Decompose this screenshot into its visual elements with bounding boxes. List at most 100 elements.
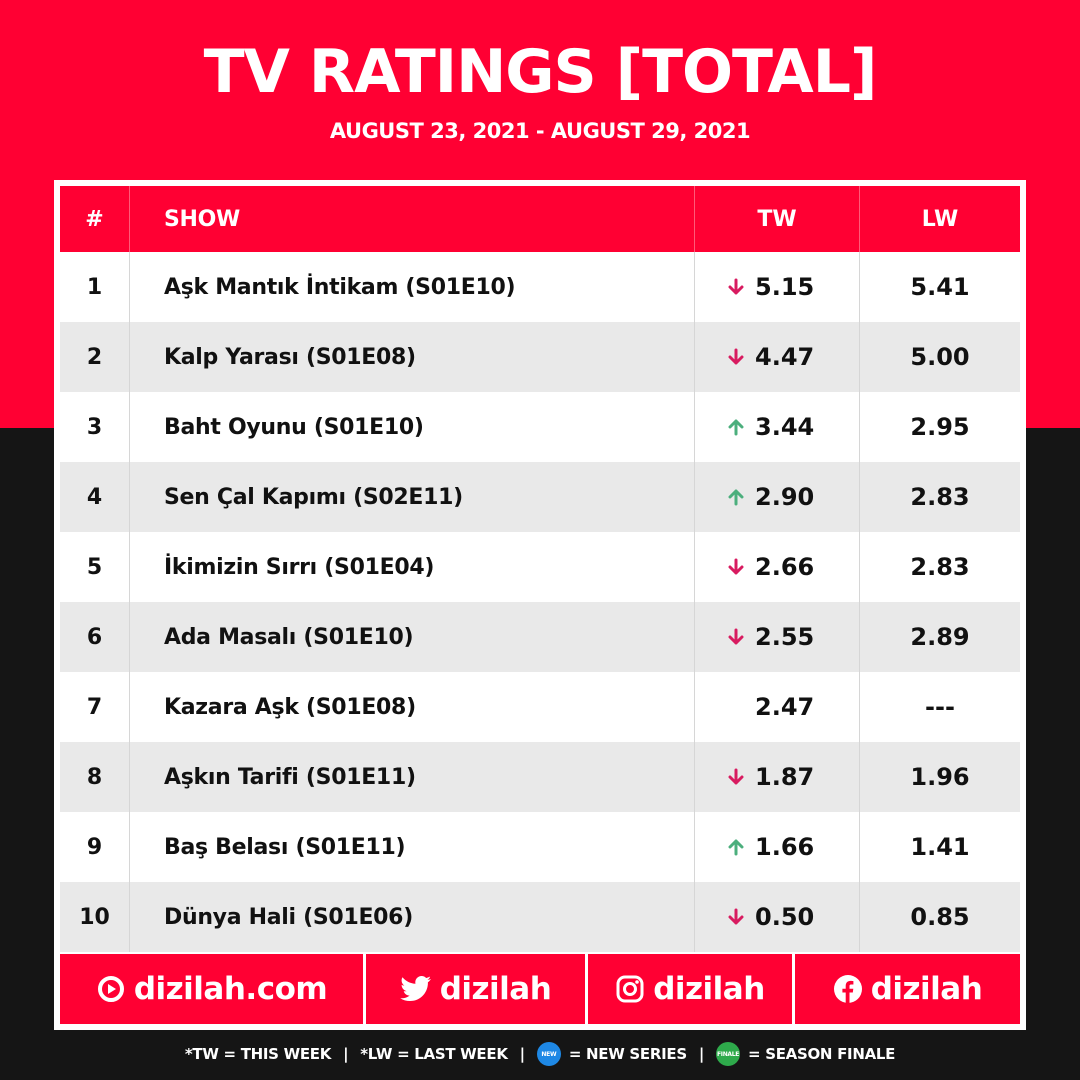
this-week-value: 1.87	[755, 763, 815, 791]
show-title-cell: Baş Belası (S01E11)	[130, 812, 695, 882]
show-title-cell: Aşk Mantık İntikam (S01E10)	[130, 252, 695, 322]
table-row: 9 Baş Belası (S01E11) 1.66 1.41	[60, 812, 1020, 882]
twitter-handle: dizilah	[439, 971, 552, 1007]
last-week-cell: 2.95	[860, 392, 1020, 462]
this-week-value: 0.50	[755, 903, 815, 931]
rank-cell: 2	[60, 322, 130, 392]
legend-season-finale: = SEASON FINALE	[748, 1045, 896, 1063]
table-row: 7 Kazara Aşk (S01E08) 2.47 ---	[60, 672, 1020, 742]
rank-cell: 4	[60, 462, 130, 532]
arrow-down-icon	[725, 278, 747, 296]
table-row: 1 Aşk Mantık İntikam (S01E10) 5.15 5.41	[60, 252, 1020, 322]
last-week-cell: 2.83	[860, 532, 1020, 602]
this-week-cell: 2.66	[695, 532, 860, 602]
legend-separator: |	[519, 1045, 525, 1063]
show-title-cell: Sen Çal Kapımı (S02E11)	[130, 462, 695, 532]
this-week-value: 5.15	[755, 273, 815, 301]
this-week-value: 2.66	[755, 553, 815, 581]
instagram-link[interactable]: dizilah	[585, 954, 792, 1024]
show-title-cell: Kalp Yarası (S01E08)	[130, 322, 695, 392]
last-week-cell: 0.85	[860, 882, 1020, 952]
this-week-cell: 2.47	[695, 672, 860, 742]
legend-this-week: *TW = THIS WEEK	[184, 1045, 332, 1063]
rank-cell: 10	[60, 882, 130, 952]
rank-cell: 7	[60, 672, 130, 742]
rank-cell: 8	[60, 742, 130, 812]
twitter-icon	[399, 976, 431, 1001]
show-title-cell: Ada Masalı (S01E10)	[130, 602, 695, 672]
this-week-cell: 4.47	[695, 322, 860, 392]
this-week-cell: 1.87	[695, 742, 860, 812]
arrow-up-icon	[725, 838, 747, 856]
last-week-cell: ---	[860, 672, 1020, 742]
legend-last-week: *LW = LAST WEEK	[360, 1045, 508, 1063]
last-week-cell: 2.89	[860, 602, 1020, 672]
table-body: 1 Aşk Mantık İntikam (S01E10) 5.15 5.41 2 Kal…	[60, 252, 1020, 952]
new-series-badge-icon: NEW	[536, 1042, 561, 1066]
arrow-up-icon	[725, 488, 747, 506]
table-row: 2 Kalp Yarası (S01E08) 4.47 5.00	[60, 322, 1020, 392]
arrow-up-icon	[725, 418, 747, 436]
instagram-handle: dizilah	[653, 971, 765, 1007]
facebook-link[interactable]: dizilah	[792, 954, 1020, 1024]
facebook-handle: dizilah	[870, 971, 983, 1007]
rank-cell: 5	[60, 532, 130, 602]
show-title-cell: Aşkın Tarifi (S01E11)	[130, 742, 695, 812]
column-header-rank: #	[60, 186, 130, 252]
arrow-down-icon	[725, 628, 747, 646]
rank-cell: 9	[60, 812, 130, 882]
table-row: 8 Aşkın Tarifi (S01E11) 1.87 1.96	[60, 742, 1020, 812]
site-logo-icon	[97, 976, 124, 1002]
this-week-cell: 1.66	[695, 812, 860, 882]
table-row: 3 Baht Oyunu (S01E10) 3.44 2.95	[60, 392, 1020, 462]
table-row: 4 Sen Çal Kapımı (S02E11) 2.90 2.83	[60, 462, 1020, 532]
twitter-link[interactable]: dizilah	[363, 954, 585, 1024]
this-week-cell: 5.15	[695, 252, 860, 322]
website-label: dizilah.com	[133, 971, 328, 1007]
instagram-icon	[616, 975, 644, 1003]
rank-cell: 3	[60, 392, 130, 462]
show-title-cell: Kazara Aşk (S01E08)	[130, 672, 695, 742]
last-week-cell: 1.41	[860, 812, 1020, 882]
table-row: 6 Ada Masalı (S01E10) 2.55 2.89	[60, 602, 1020, 672]
legend: *TW = THIS WEEK | *LW = LAST WEEK | NEW …	[0, 1040, 1080, 1068]
table-header: # SHOW TW LW	[60, 186, 1020, 252]
this-week-value: 2.90	[755, 483, 815, 511]
column-header-show: SHOW	[130, 186, 695, 252]
rank-cell: 1	[60, 252, 130, 322]
table-row: 5 İkimizin Sırrı (S01E04) 2.66 2.83	[60, 532, 1020, 602]
this-week-cell: 2.55	[695, 602, 860, 672]
this-week-value: 2.47	[755, 693, 815, 721]
legend-separator: |	[343, 1045, 349, 1063]
last-week-cell: 1.96	[860, 742, 1020, 812]
show-title-cell: İkimizin Sırrı (S01E04)	[130, 532, 695, 602]
column-header-last-week: LW	[860, 186, 1020, 252]
legend-separator: |	[698, 1045, 705, 1063]
this-week-cell: 2.90	[695, 462, 860, 532]
facebook-icon	[833, 975, 862, 1003]
last-week-cell: 5.41	[860, 252, 1020, 322]
this-week-value: 2.55	[755, 623, 815, 651]
season-finale-badge-icon: FINALE	[716, 1042, 741, 1066]
date-range: AUGUST 23, 2021 - AUGUST 29, 2021	[329, 119, 751, 143]
legend-new-series: = NEW SERIES	[568, 1045, 687, 1063]
this-week-value: 1.66	[755, 833, 815, 861]
show-title-cell: Dünya Hali (S01E06)	[130, 882, 695, 952]
arrow-down-icon	[725, 908, 747, 926]
last-week-cell: 2.83	[860, 462, 1020, 532]
table-row: 10 Dünya Hali (S01E06) 0.50 0.85	[60, 882, 1020, 952]
column-header-this-week: TW	[695, 186, 860, 252]
arrow-down-icon	[725, 348, 747, 366]
arrow-down-icon	[725, 558, 747, 576]
page-title: TV RATINGS [TOTAL]	[203, 37, 878, 107]
this-week-cell: 3.44	[695, 392, 860, 462]
arrow-down-icon	[725, 768, 747, 786]
this-week-value: 3.44	[755, 413, 815, 441]
website-link[interactable]: dizilah.com	[60, 954, 363, 1024]
rank-cell: 6	[60, 602, 130, 672]
last-week-cell: 5.00	[860, 322, 1020, 392]
this-week-value: 4.47	[755, 343, 815, 371]
ratings-table: # SHOW TW LW 1 Aşk Mantık İntikam (S01E10…	[60, 186, 1020, 952]
social-footer: dizilah.com dizilah dizilah dizilah	[60, 954, 1020, 1024]
show-title-cell: Baht Oyunu (S01E10)	[130, 392, 695, 462]
